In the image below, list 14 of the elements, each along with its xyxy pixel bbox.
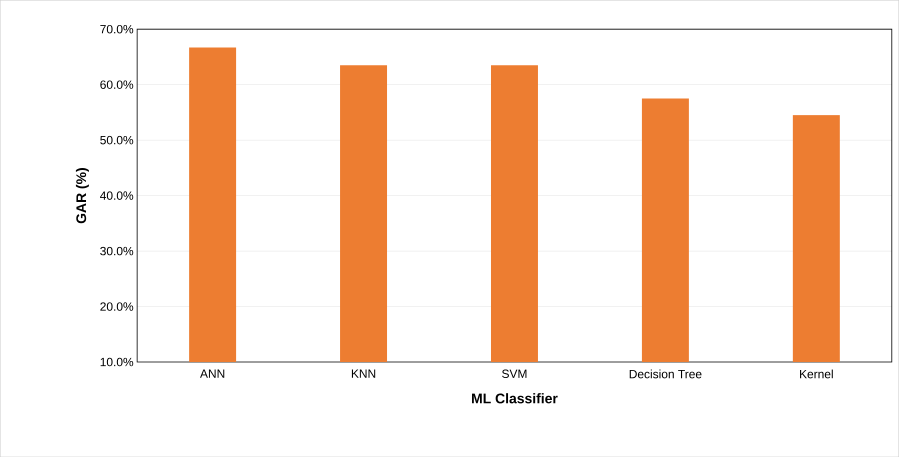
x-tick-label: ANN xyxy=(200,369,224,378)
y-tick-label: 70.0% xyxy=(100,24,134,34)
y-tick-label: 20.0% xyxy=(100,302,134,311)
x-axis-title: ML Classifier xyxy=(472,393,558,404)
y-tick-label: 10.0% xyxy=(100,358,134,366)
x-tick-label: KNN xyxy=(352,369,376,378)
y-axis-title: GAR (%) xyxy=(76,168,89,224)
y-tick-label: 30.0% xyxy=(100,246,134,256)
y-tick-label: 50.0% xyxy=(100,136,134,144)
y-tick-label: 60.0% xyxy=(100,80,134,89)
x-tick-label: Kernel xyxy=(800,369,833,378)
x-tick-label: Decision Tree xyxy=(630,369,702,378)
x-tick-label: SVM xyxy=(502,369,526,378)
y-tick-label: 40.0% xyxy=(100,191,134,200)
